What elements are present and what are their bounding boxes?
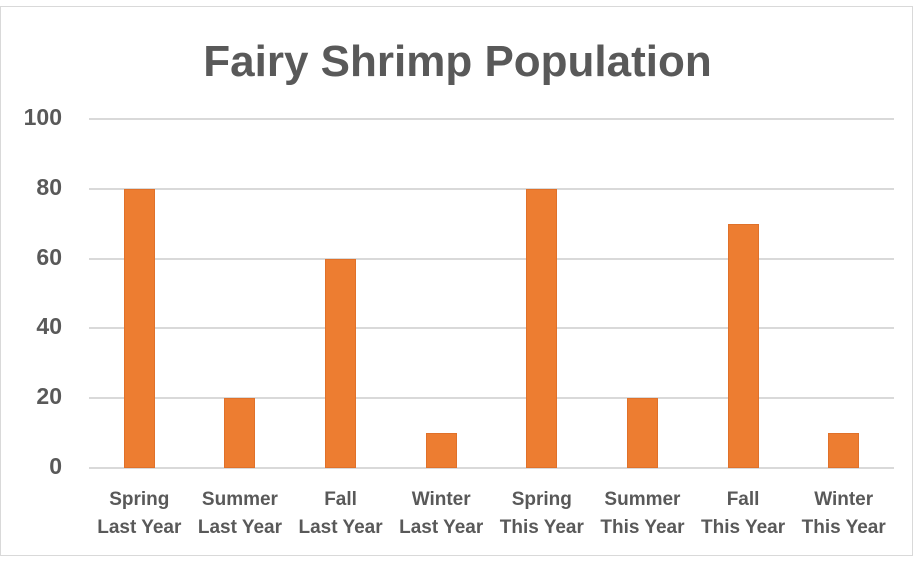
y-tick-label: 20 (36, 383, 62, 410)
x-tick-label-line: Last Year (197, 517, 283, 538)
gridline (89, 257, 894, 260)
x-tick-label-line: Fall (726, 489, 760, 510)
x-tick-label-line: Summer (604, 489, 681, 510)
y-tick-label: 60 (36, 243, 62, 270)
x-tick-label-line: This Year (801, 517, 886, 538)
gridline (89, 327, 894, 330)
x-tick-label-line: Last Year (399, 517, 484, 538)
bar (526, 188, 558, 468)
gridline (89, 467, 894, 469)
x-tick-label-line: This Year (700, 517, 786, 538)
bar (425, 433, 457, 468)
x-tick-label-line: Spring (511, 489, 572, 510)
x-tick-label: Summer This Year (592, 486, 692, 542)
x-tick-label-line: Spring (109, 489, 170, 510)
x-tick-label-line: Summer (201, 489, 278, 510)
bar (123, 188, 155, 468)
bar (828, 433, 860, 468)
y-tick-label: 40 (36, 313, 62, 340)
x-tick-label: Fall This Year (693, 486, 793, 542)
x-tick-label-line: Winter (411, 489, 471, 510)
y-tick-label: 0 (49, 453, 62, 479)
y-tick-label: 100 (23, 104, 62, 130)
bar (727, 223, 759, 468)
y-tick-label: 80 (36, 173, 62, 200)
x-tick-label-line: Fall (324, 489, 357, 510)
plot-area (89, 118, 894, 469)
x-tick-label: Spring This Year (492, 486, 592, 542)
x-tick-label: Fall Last Year (291, 486, 391, 542)
x-tick-label-line: This Year (499, 517, 584, 538)
x-tick-label: Summer Last Year (190, 486, 290, 542)
gridline (89, 187, 894, 190)
bar (224, 398, 256, 468)
x-tick-label-line: This Year (600, 517, 685, 538)
x-tick-label-line: Winter (814, 489, 874, 510)
x-tick-label: Winter This Year (794, 486, 894, 542)
chart-title: Fairy Shrimp Population (203, 37, 712, 86)
x-tick-label: Winter Last Year (391, 486, 491, 542)
x-tick-label-line: Last Year (97, 517, 182, 538)
x-tick-label-line: Last Year (298, 517, 383, 538)
gridline (89, 118, 894, 120)
bar (325, 258, 357, 468)
gridline (89, 397, 894, 400)
x-tick-label: Spring Last Year (89, 486, 189, 542)
bar (626, 398, 658, 468)
